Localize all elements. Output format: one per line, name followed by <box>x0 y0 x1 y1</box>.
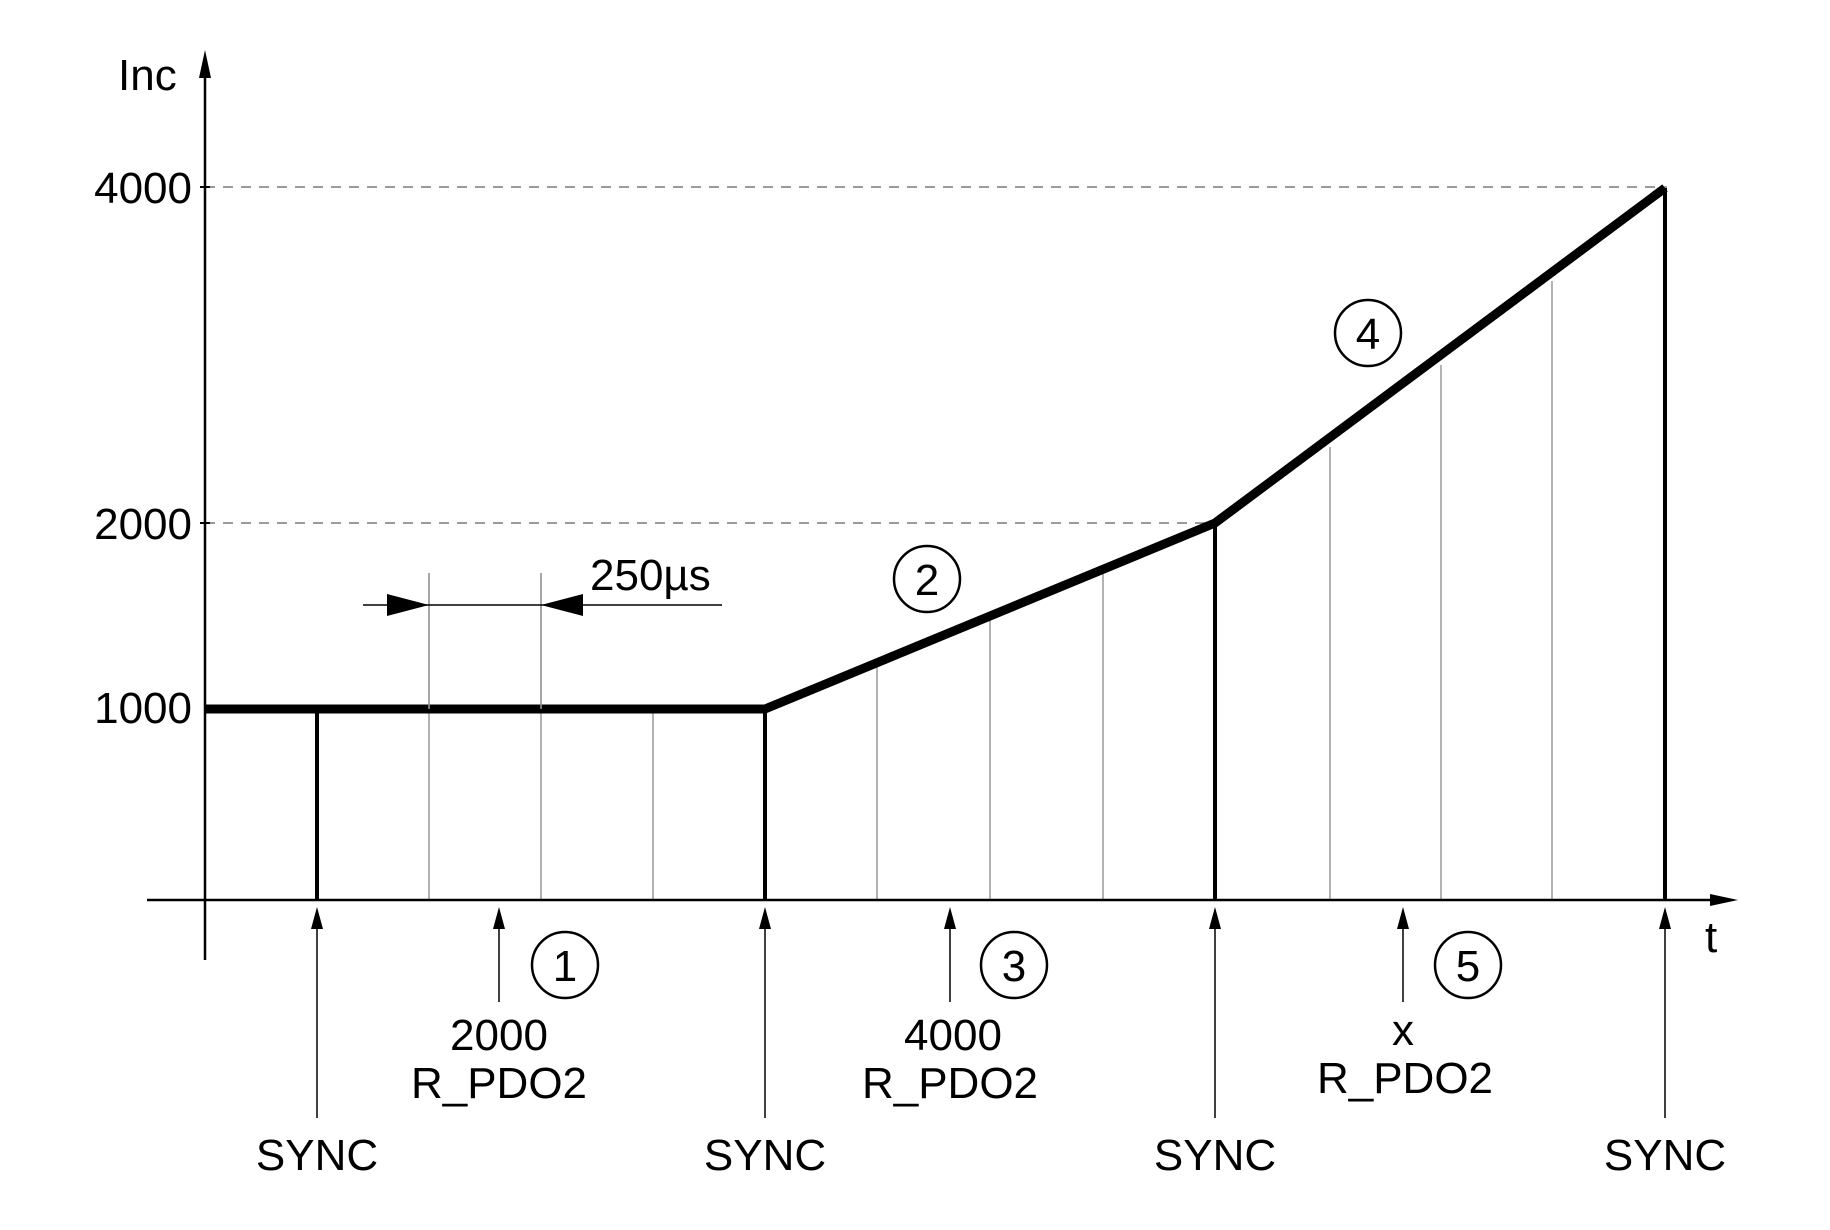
marker-3: 3 <box>979 930 1049 1000</box>
value-label-second: 4000 <box>904 1011 1002 1060</box>
position-curve <box>205 184 1668 714</box>
sync-arrowhead <box>759 907 771 929</box>
marker-5-label: 5 <box>1456 942 1480 991</box>
interval-dimension <box>363 573 722 709</box>
pdo-arrows <box>498 925 1404 1002</box>
marker-3-label: 3 <box>1002 942 1026 991</box>
marker-4: 4 <box>1333 298 1403 368</box>
pdo-arrowhead <box>1397 907 1409 929</box>
interval-label: 250µs <box>590 551 711 600</box>
marker-5: 5 <box>1433 930 1503 1000</box>
marker-4-label: 4 <box>1356 310 1380 359</box>
y-tick-label-1000: 1000 <box>94 684 192 733</box>
pdo-label-first: R_PDO2 <box>411 1059 587 1108</box>
pdo-label-third: R_PDO2 <box>1317 1054 1493 1103</box>
pdo-arrowhead <box>944 907 956 929</box>
value-label-third: x <box>1392 1006 1414 1055</box>
sync-verticals <box>315 188 1667 900</box>
y-axis-label: Inc <box>118 51 177 100</box>
pdo-label-second: R_PDO2 <box>862 1059 1038 1108</box>
value-label-first: 2000 <box>450 1011 548 1060</box>
marker-2: 2 <box>892 544 962 614</box>
x-axis-arrowhead <box>1710 894 1738 906</box>
sync-arrowhead <box>1209 907 1221 929</box>
marker-1: 1 <box>530 930 600 1000</box>
interval-arrow-right <box>541 594 583 616</box>
sync-label-1: SYNC <box>256 1131 378 1180</box>
sync-label-4: SYNC <box>1604 1131 1726 1180</box>
marker-2-label: 2 <box>915 556 939 605</box>
sync-label-3: SYNC <box>1154 1131 1276 1180</box>
x-axis-label: t <box>1705 913 1717 962</box>
sync-arrowheads <box>311 907 1671 929</box>
sync-arrowhead <box>311 907 323 929</box>
y-tick-label-4000: 4000 <box>94 164 192 213</box>
pdo-arrowheads <box>493 907 1409 929</box>
interval-arrow-left <box>387 594 429 616</box>
sync-label-2: SYNC <box>704 1131 826 1180</box>
marker-1-label: 1 <box>553 942 577 991</box>
y-axis-arrowhead <box>199 50 211 78</box>
pdo-arrowhead <box>493 907 505 929</box>
sync-arrowhead <box>1659 907 1671 929</box>
y-tick-label-2000: 2000 <box>94 500 192 549</box>
sync-arrows <box>316 925 1666 1118</box>
